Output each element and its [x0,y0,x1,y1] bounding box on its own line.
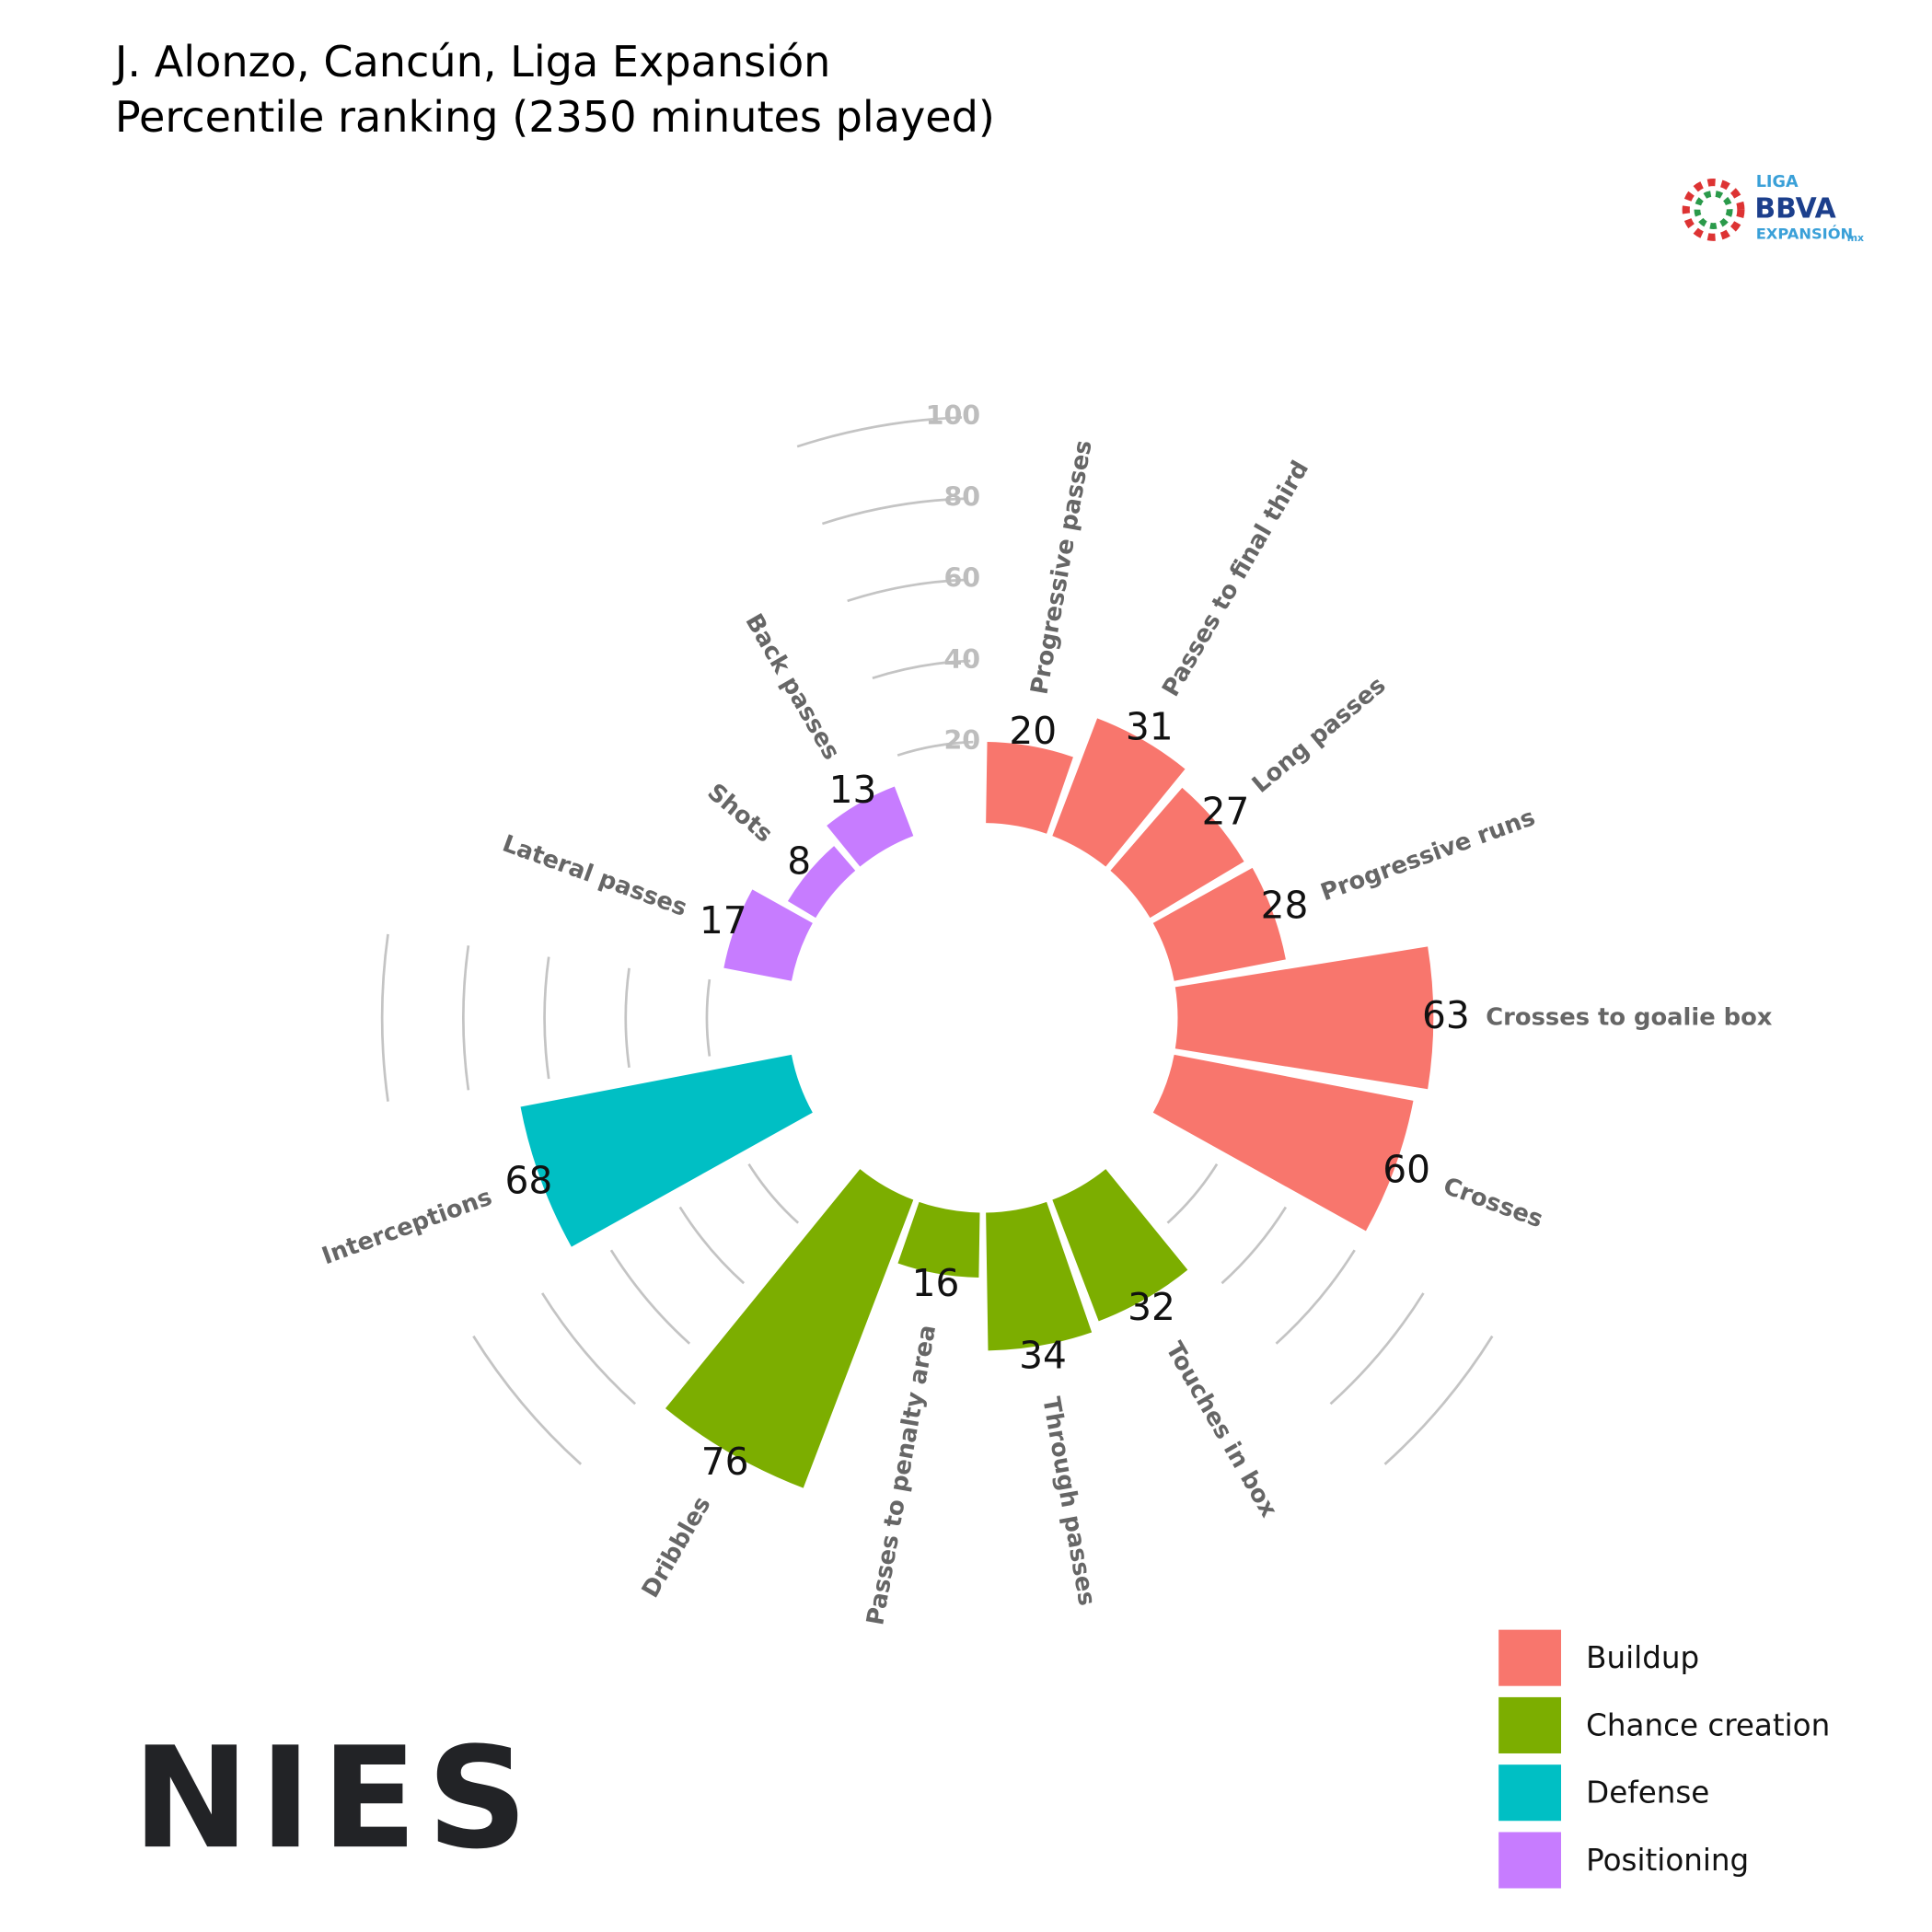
bar [520,1054,813,1247]
bar [723,889,813,981]
grid-arc [897,740,974,757]
grid-arc [1329,1292,1425,1406]
grid-arc [624,967,631,1069]
grid-arc [540,1292,637,1406]
grid-arc [1383,1335,1494,1465]
value-label: 34 [1019,1333,1067,1377]
legend-swatch [1498,1832,1562,1889]
category-label: Through passes [1036,1394,1100,1607]
grid-arc [678,1206,746,1285]
category-label: Crosses to goalie box [1486,1003,1773,1031]
bar [1152,867,1286,981]
bar [1174,946,1434,1090]
grid-arc [1275,1249,1356,1345]
bar [787,846,856,919]
y-tick-label: 100 [926,400,980,431]
value-label: 8 [787,839,811,883]
value-label: 63 [1422,993,1470,1037]
value-label: 28 [1261,884,1309,928]
grid-arc [705,978,711,1057]
logo-text: mx [1847,232,1864,244]
grid-arc [796,416,963,448]
grid-arc [1166,1163,1219,1224]
category-label: Back passes [739,609,845,765]
category-label: Progressive runs [1317,804,1539,907]
value-label: 31 [1126,704,1174,748]
bar [665,1169,914,1488]
category-label: Long passes [1247,672,1392,799]
category-label: Interceptions [318,1184,496,1271]
value-label: 32 [1128,1285,1175,1329]
category-label: Shots [702,779,778,849]
legend-swatch [1498,1696,1562,1753]
y-tick-label: 80 [943,481,980,512]
grid-arc [609,1249,691,1345]
value-label: 20 [1009,709,1057,753]
grid-arc [543,956,550,1080]
bar [986,741,1073,834]
y-tick-label: 60 [943,563,980,594]
category-label: Crosses [1440,1173,1546,1234]
legend-label: Defense [1586,1776,1709,1811]
bar [827,786,914,867]
legend-swatch [1498,1764,1562,1822]
legend-label: Buildup [1586,1640,1699,1675]
logo-text: EXPANSIÓN [1756,226,1854,243]
value-label: 76 [701,1440,749,1484]
logo-swirl [1682,179,1745,241]
category-label: Touches in box [1160,1337,1282,1522]
grid-arc [872,659,971,680]
category-label: Passes to final third [1157,457,1314,701]
y-tick-label: 40 [943,644,980,675]
legend-label: Chance creation [1586,1707,1830,1742]
category-label: Passes to penalty area [862,1323,942,1627]
bar [897,1201,980,1278]
bar [986,1201,1093,1351]
grid-arc [1221,1206,1288,1285]
value-label: 13 [829,768,877,812]
grid-arc [462,945,470,1091]
grid-arc [821,497,966,526]
bar [1110,787,1244,919]
grid-arc [380,933,389,1102]
legend-swatch [1498,1629,1562,1686]
brand-logo: NIES [133,1717,538,1880]
value-label: 16 [912,1261,960,1305]
category-label: Dribbles [637,1492,717,1602]
logo-text: LIGA [1756,173,1799,191]
y-tick-label: 20 [943,725,980,756]
chart-subtitle: Percentile ranking (2350 minutes played) [115,92,995,142]
category-label: Progressive passes [1026,438,1098,697]
value-label: 27 [1202,790,1250,834]
logo-text: BBVA [1754,192,1835,225]
bar [1152,1054,1414,1232]
grid-arc [747,1163,800,1224]
grid-arc [472,1335,583,1465]
bar [1052,1169,1188,1322]
bar [1052,718,1186,867]
grid-arc [847,578,968,603]
chart-title: J. Alonzo, Cancún, Liga Expansión [112,37,831,87]
value-label: 60 [1382,1147,1430,1191]
value-label: 68 [505,1158,553,1202]
category-label: Lateral passes [499,830,690,922]
league-logo: LIGA BBVA EXPANSIÓN mx [1682,173,1864,244]
legend-label: Positioning [1586,1843,1749,1878]
value-label: 17 [700,898,747,943]
logo-swirl [1694,190,1733,229]
